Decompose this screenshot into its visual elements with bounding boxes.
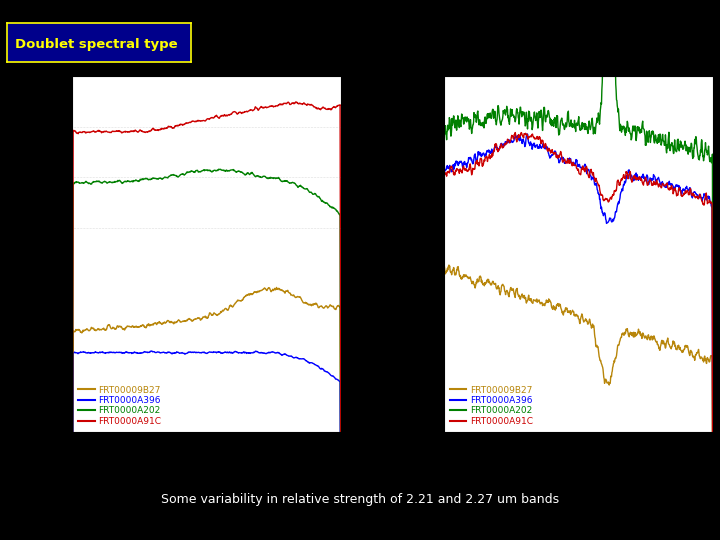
X-axis label: Wavelength (um): Wavelength (um) (530, 457, 626, 467)
Legend: FRT00009B27, FRT0000A396, FRT0000A202, FRT0000A91C: FRT00009B27, FRT0000A396, FRT0000A202, F… (448, 384, 534, 428)
Text: Doublet spectral type: Doublet spectral type (14, 38, 177, 51)
Y-axis label: Ratioed Reflectance: Ratioed Reflectance (24, 198, 34, 309)
Y-axis label: I/F Reflectance: I/F Reflectance (396, 213, 406, 295)
Legend: FRT00009B27, FRT0000A396, FRT0000A202, FRT0000A91C: FRT00009B27, FRT0000A396, FRT0000A202, F… (76, 384, 163, 428)
X-axis label: Wavelength (um): Wavelength (um) (158, 457, 255, 467)
Text: Some variability in relative strength of 2.21 and 2.27 um bands: Some variability in relative strength of… (161, 493, 559, 506)
